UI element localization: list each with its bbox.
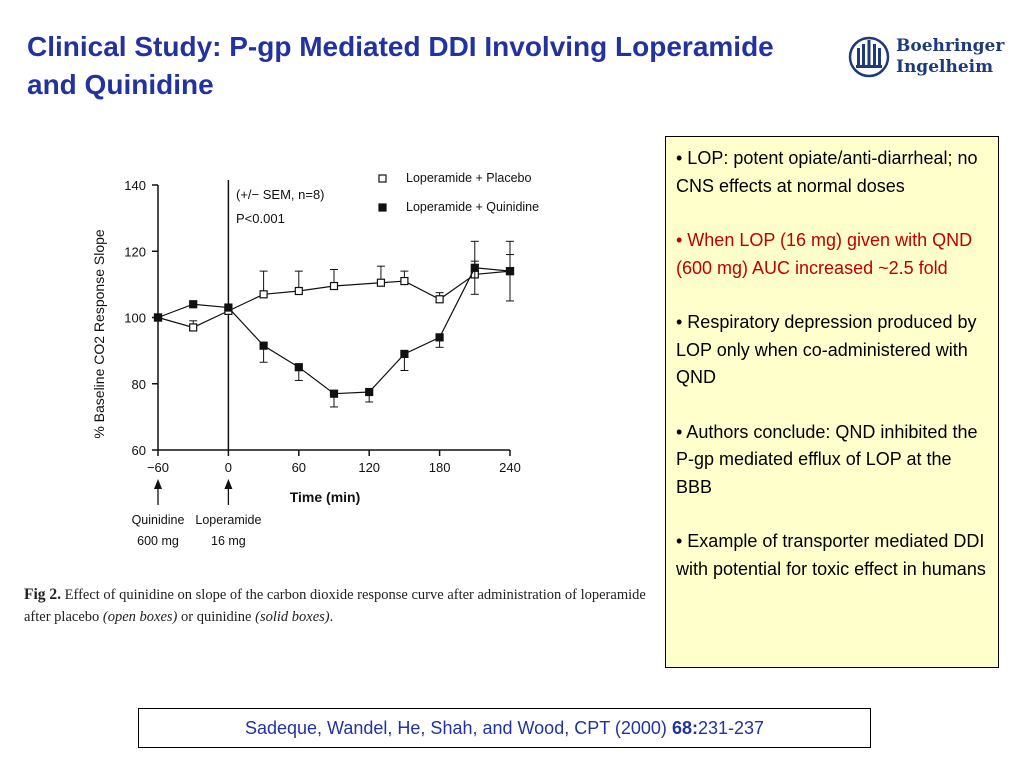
data-point — [365, 387, 374, 397]
data-point — [400, 349, 409, 359]
key-points-box: • LOP: potent opiate/anti-diarrheal; no … — [665, 136, 999, 668]
bullet-transporter-example: • Example of transporter mediated DDI wi… — [676, 531, 986, 579]
x-tick-label: 180 — [429, 460, 451, 475]
bullet-auc-increase: • When LOP (16 mg) given with QND (600 m… — [676, 230, 973, 278]
dose-marker-drug: Loperamide — [195, 513, 261, 527]
x-tick-label: 0 — [225, 460, 232, 475]
data-point — [259, 290, 268, 299]
boehringer-logo-icon — [848, 36, 890, 78]
y-tick-label: 140 — [124, 178, 146, 193]
legend-label: Loperamide + Placebo — [406, 171, 531, 185]
chart-y-axis-label-text: % Baseline CO2 Response Slope — [91, 229, 107, 439]
chart-x-axis-label: Time (min) — [290, 489, 361, 505]
data-point — [435, 295, 444, 304]
chart-dose-markers: Quinidine 600 mg Loperamide 16 mg — [132, 479, 261, 548]
bullet-authors-conclusion: • Authors conclude: QND inhibited the P-… — [676, 421, 978, 497]
caption-open-boxes: (open boxes) — [102, 609, 178, 625]
data-point — [259, 341, 268, 350]
logo-wordmark: Boehringer Ingelheim — [896, 36, 1004, 78]
x-tick-label: 240 — [499, 460, 521, 475]
figure-caption: Fig 2. Effect of quinidine on slope of t… — [24, 584, 654, 628]
data-point — [435, 333, 444, 342]
citation-pages: 231-237 — [697, 718, 765, 738]
chart-annotation-sem: (+/− SEM, n=8) — [236, 187, 325, 202]
data-point — [294, 363, 303, 372]
citation-box: Sadeque, Wandel, He, Shah, and Wood, CPT… — [138, 708, 871, 748]
series-placebo — [153, 254, 515, 332]
dose-arrow-head — [154, 479, 162, 489]
citation-authors: Sadeque, Wandel, He, Shah, and Wood, CPT… — [244, 718, 667, 738]
caption-text-a: Effect of quinidine on slope of the carb… — [24, 587, 646, 625]
y-tick-label: 100 — [124, 311, 146, 326]
slide-title: Clinical Study: P-gp Mediated DDI Involv… — [27, 31, 774, 100]
data-point — [470, 263, 479, 272]
co2-response-chart: 60 80 100 120 140 −60 0 60 120 180 240 (+/− SEM, n… — [91, 171, 539, 548]
chart-legend: Loperamide + Placebo Loperamide + Quinidi… — [378, 171, 539, 214]
data-point — [294, 286, 303, 296]
legend-label: Loperamide + Quinidine — [406, 200, 539, 214]
logo-line-2: Ingelheim — [896, 57, 994, 77]
chart-axes: 60 80 100 120 140 −60 0 60 120 180 240 — [124, 178, 521, 475]
citation-volume: 68: — [671, 718, 698, 738]
chart-annotation-p: P<0.001 — [236, 211, 285, 226]
chart-series — [153, 240, 515, 408]
series-quinidine — [153, 240, 515, 408]
y-tick-label: 80 — [132, 377, 146, 392]
x-tick-label: 120 — [358, 460, 380, 475]
data-point — [400, 276, 409, 286]
bullet-respiratory-depression: • Respiratory depression produced by LOP… — [676, 312, 977, 387]
legend-swatch — [378, 174, 387, 183]
caption-solid-boxes: (solid boxes) — [255, 609, 330, 625]
data-point — [329, 281, 339, 291]
legend-swatch — [378, 203, 387, 212]
y-tick-label: 120 — [124, 244, 146, 259]
dose-marker-amount: 16 mg — [211, 534, 246, 548]
caption-text-b: or quinidine — [181, 609, 252, 625]
dose-arrow-head — [224, 479, 233, 489]
dose-marker-amount: 600 mg — [137, 534, 179, 548]
y-tick-label: 60 — [132, 443, 146, 458]
data-point — [505, 267, 515, 276]
data-point — [329, 389, 339, 398]
data-point — [153, 313, 163, 322]
data-point — [376, 278, 386, 287]
data-point — [189, 300, 198, 309]
chart-y-axis-label: % Baseline CO2 Response Slope — [91, 229, 107, 439]
data-point — [189, 323, 198, 332]
company-logo: Boehringer Ingelheim — [848, 34, 1008, 84]
dose-marker-drug: Quinidine — [132, 513, 185, 527]
x-tick-label: −60 — [147, 460, 169, 475]
x-tick-label: 60 — [292, 460, 306, 475]
caption-fig-label: Fig 2. — [24, 586, 62, 603]
caption-end: . — [329, 609, 334, 625]
logo-line-1: Boehringer — [896, 36, 1005, 56]
data-point — [224, 303, 233, 312]
bullet-lop-description: • LOP: potent opiate/anti-diarrheal; no … — [676, 148, 978, 196]
